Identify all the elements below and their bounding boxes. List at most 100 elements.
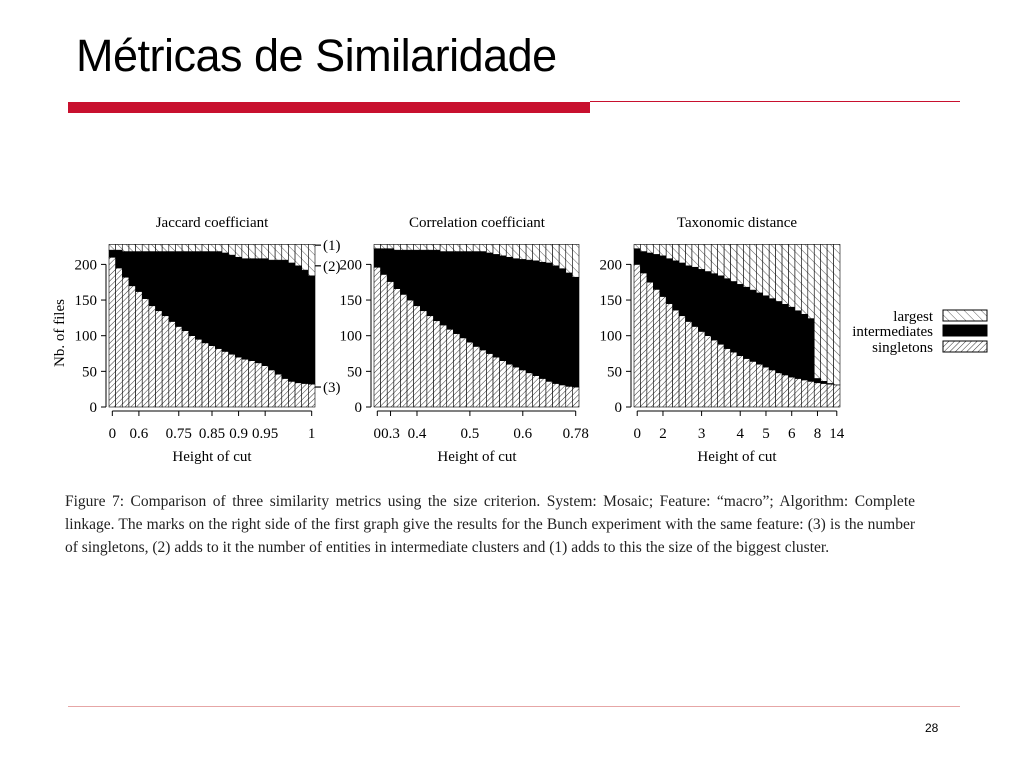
y-tick-label: 150 bbox=[600, 293, 623, 309]
bar bbox=[710, 244, 718, 408]
bar-segment-intermediates bbox=[505, 256, 514, 365]
bar-segment-largest bbox=[400, 244, 408, 251]
bar bbox=[459, 244, 467, 408]
bar-segment-singletons bbox=[228, 353, 236, 408]
bars-correlation bbox=[373, 244, 580, 408]
bar-segment-singletons bbox=[479, 349, 487, 408]
x-tick-label: 0 bbox=[633, 426, 641, 442]
bar bbox=[155, 244, 163, 408]
bar-segment-intermediates bbox=[743, 286, 751, 359]
bar bbox=[820, 244, 828, 408]
bar-segment-singletons bbox=[756, 363, 764, 408]
bar-segment-singletons bbox=[426, 315, 434, 408]
bar bbox=[301, 244, 309, 408]
bar-segment-singletons bbox=[691, 326, 699, 408]
bar-segment-singletons bbox=[168, 321, 176, 408]
bar-segment-intermediates bbox=[749, 289, 757, 362]
bar-segment-singletons bbox=[794, 378, 802, 408]
bar-segment-intermediates bbox=[492, 254, 500, 358]
bar-segment-largest bbox=[768, 244, 776, 299]
bar-segment-intermediates bbox=[413, 249, 421, 307]
x-tick-label: 0.78 bbox=[563, 426, 589, 442]
bar bbox=[558, 244, 567, 408]
bar-segment-largest bbox=[168, 244, 176, 252]
bar-segment-largest bbox=[730, 244, 738, 282]
bar-segment-intermediates bbox=[532, 260, 540, 376]
bar-segment-largest bbox=[519, 244, 527, 260]
bar-segment-intermediates bbox=[148, 251, 156, 307]
page-number: 28 bbox=[925, 721, 939, 735]
bar-segment-singletons bbox=[736, 355, 744, 408]
legend-item-largest: largest bbox=[893, 309, 988, 325]
bar-segment-singletons bbox=[294, 382, 303, 408]
bar-segment-largest bbox=[820, 244, 828, 382]
bar-segment-intermediates bbox=[678, 262, 686, 317]
bar-segment-intermediates bbox=[373, 248, 381, 268]
x-axis-correlation: 0 0.3 0.4 0.5 0.6 0.78 bbox=[374, 410, 589, 442]
bar-segment-largest bbox=[775, 244, 783, 302]
x-tick-label: 5 bbox=[762, 426, 770, 442]
bar bbox=[201, 244, 209, 408]
bar bbox=[439, 244, 448, 408]
bar-segment-singletons bbox=[459, 337, 467, 408]
bar-segment-singletons bbox=[115, 267, 123, 408]
bar bbox=[228, 244, 236, 408]
bar-segment-largest bbox=[486, 244, 494, 254]
bar-segment-singletons bbox=[413, 305, 421, 408]
bar-segment-intermediates bbox=[261, 258, 269, 366]
bar-segment-intermediates bbox=[181, 251, 190, 332]
bar-segment-intermediates bbox=[659, 255, 667, 297]
bar-segment-intermediates bbox=[730, 281, 738, 353]
y-tick-label: 100 bbox=[75, 329, 98, 345]
bar-segment-largest bbox=[175, 244, 183, 252]
bar-segment-singletons bbox=[439, 324, 448, 408]
bar-segment-intermediates bbox=[539, 261, 547, 379]
bar-segment-intermediates bbox=[653, 254, 661, 290]
bar bbox=[479, 244, 487, 408]
bar-segment-intermediates bbox=[466, 251, 474, 343]
bar-segment-singletons bbox=[400, 294, 408, 408]
x-tick-label: 6 bbox=[788, 426, 796, 442]
bar-segment-singletons bbox=[175, 326, 183, 408]
bar bbox=[499, 244, 507, 408]
bar-segment-singletons bbox=[288, 381, 296, 408]
bar bbox=[704, 244, 712, 408]
bar-segment-largest bbox=[221, 244, 229, 254]
bar-segment-singletons bbox=[155, 310, 163, 408]
bar-segment-intermediates bbox=[775, 301, 783, 374]
bar-segment-largest bbox=[762, 244, 770, 297]
bar bbox=[234, 244, 243, 408]
bar-segment-intermediates bbox=[781, 304, 789, 376]
bar-segment-largest bbox=[148, 244, 156, 252]
bar-segment-intermediates bbox=[274, 259, 283, 375]
x-tick-label: 4 bbox=[736, 426, 744, 442]
bar bbox=[833, 244, 841, 408]
bar-segment-intermediates bbox=[698, 269, 706, 332]
bar bbox=[380, 244, 388, 408]
bar bbox=[386, 244, 395, 408]
bar-segment-singletons bbox=[261, 365, 269, 408]
bar bbox=[433, 244, 441, 408]
legend-item-singletons: singletons bbox=[872, 340, 988, 356]
bar-segment-singletons bbox=[659, 296, 667, 408]
bar-segment-singletons bbox=[195, 338, 203, 408]
bar-segment-largest bbox=[756, 244, 764, 294]
bar bbox=[539, 244, 547, 408]
bar-segment-intermediates bbox=[188, 251, 196, 336]
bar bbox=[446, 244, 454, 408]
bar-segment-singletons bbox=[545, 381, 553, 408]
bar-segment-singletons bbox=[710, 339, 718, 408]
bar bbox=[730, 244, 738, 408]
bar-segment-largest bbox=[459, 244, 467, 252]
bar-segment-intermediates bbox=[201, 251, 209, 344]
bar bbox=[115, 244, 123, 408]
bar-segment-singletons bbox=[419, 310, 428, 408]
bar-segment-singletons bbox=[492, 356, 500, 408]
bar bbox=[736, 244, 744, 408]
bar-segment-singletons bbox=[472, 346, 481, 408]
bar-segment-singletons bbox=[373, 266, 381, 408]
bar-segment-largest bbox=[552, 244, 560, 267]
bar-segment-singletons bbox=[453, 333, 461, 408]
